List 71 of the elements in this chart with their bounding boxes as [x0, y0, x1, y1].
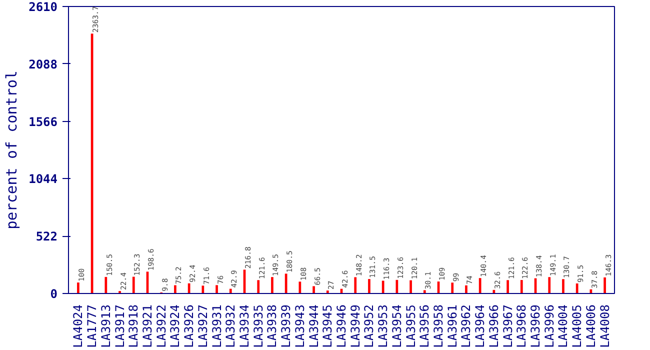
x-tick-label: LA3931 — [210, 304, 224, 348]
x-tick-label: LA3922 — [154, 304, 168, 348]
x-tick-label: LA3927 — [196, 304, 210, 348]
bar — [465, 285, 468, 294]
x-tick-label: LA3961 — [445, 304, 460, 348]
bar — [257, 280, 260, 294]
x-tick-label: LA3935 — [251, 304, 266, 348]
bar — [382, 280, 384, 294]
y-tick-label: 2610 — [28, 0, 58, 14]
bar — [520, 280, 523, 294]
x-tick-label: LA3924 — [168, 304, 182, 348]
bar — [576, 283, 578, 294]
y-tick-label: 1044 — [28, 172, 58, 186]
y-tick-label: 1566 — [28, 114, 58, 129]
x-tick-label: LA3964 — [473, 304, 488, 348]
bar — [478, 278, 482, 294]
x-tick-label: LA4008 — [598, 304, 612, 348]
bar — [104, 276, 108, 294]
x-tick-label: LA3945 — [320, 304, 335, 348]
y-tick-label: 522 — [36, 230, 58, 244]
x-tick-label: LA3962 — [459, 304, 474, 348]
x-tick-label: LA3917 — [112, 304, 127, 348]
x-tick-label: LA3918 — [126, 304, 141, 348]
bar — [271, 277, 274, 294]
bar — [312, 286, 315, 294]
bar — [354, 277, 357, 294]
bar — [423, 290, 426, 294]
bar — [604, 277, 606, 294]
y-axis-title: percent of control — [4, 70, 21, 230]
bar — [77, 282, 80, 294]
bar — [132, 276, 135, 294]
bar — [410, 280, 412, 294]
bar — [216, 285, 218, 294]
x-tick-label: LA3944 — [306, 304, 321, 348]
x-tick-label: LA3955 — [404, 304, 418, 348]
x-tick-label: LA3967 — [500, 304, 515, 348]
x-tick-label: LA3938 — [265, 304, 280, 348]
x-tick-label: LA3953 — [376, 304, 390, 348]
bar — [298, 282, 302, 294]
x-tick-label: LA3926 — [182, 304, 196, 348]
x-tick-label: LA3932 — [224, 304, 238, 348]
x-tick-label: LA3954 — [390, 304, 404, 348]
x-tick-label: LA3921 — [140, 304, 154, 348]
y-tick-label: 2088 — [28, 57, 58, 72]
x-tick-label: LA3943 — [292, 304, 307, 348]
x-tick-label: LA3996 — [542, 304, 556, 348]
x-tick-label: LA3958 — [432, 304, 446, 348]
bar — [506, 280, 509, 294]
x-tick-label: LA3969 — [528, 304, 543, 348]
x-tick-label: LA3966 — [486, 304, 501, 348]
bar — [548, 277, 551, 294]
x-tick-label: LA3956 — [418, 304, 432, 348]
bar — [174, 285, 176, 294]
y-tick-label: 0 — [50, 287, 58, 301]
x-tick-label: LA4004 — [556, 304, 570, 348]
x-tick-label: LA3934 — [237, 304, 252, 348]
x-tick-label: LA3913 — [98, 304, 113, 348]
x-tick-label: LA3968 — [514, 304, 529, 348]
x-tick-label: LA3939 — [279, 304, 294, 348]
x-tick-label: LA3952 — [362, 304, 376, 348]
bar — [368, 279, 370, 294]
x-tick-label: LA4005 — [570, 304, 584, 348]
bar — [451, 282, 454, 294]
x-tick-label: LA4006 — [584, 304, 598, 348]
bar — [229, 288, 232, 294]
x-tick-label: LA1777 — [85, 304, 100, 348]
x-tick-label: LA4024 — [71, 304, 86, 348]
x-tick-label: LA3949 — [348, 304, 362, 348]
x-tick-label: LA3946 — [334, 304, 348, 348]
bar — [562, 279, 564, 294]
bar — [202, 286, 204, 294]
